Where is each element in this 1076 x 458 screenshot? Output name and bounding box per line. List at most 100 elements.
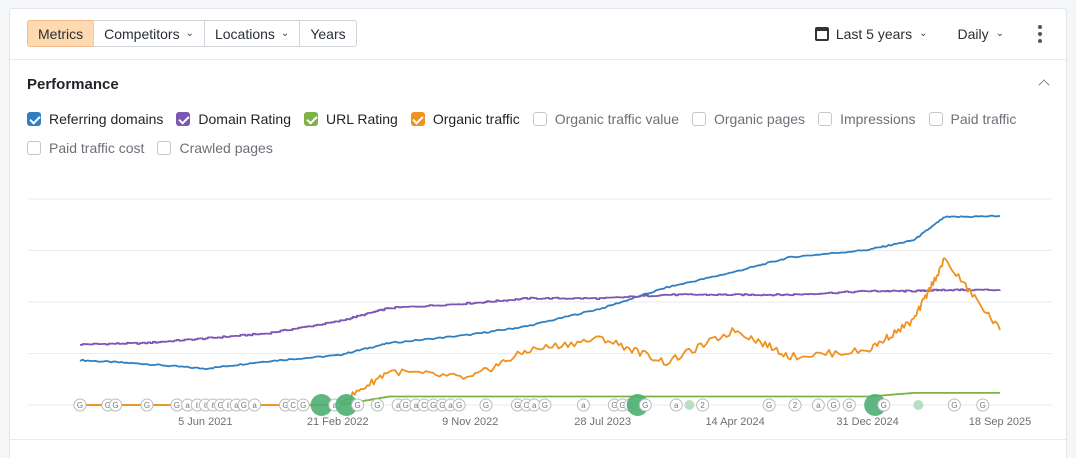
annotation-label: G [514, 401, 520, 410]
annotation-marker [638, 398, 652, 412]
annotation-marker [310, 394, 333, 416]
tab-competitors[interactable]: Competitors ⌄ [93, 20, 205, 47]
granularity-label: Daily [957, 25, 989, 42]
x-tick-label: 18 Sep 2025 [969, 416, 1031, 428]
legend-item-url-rating[interactable]: URL Rating [304, 111, 398, 127]
metrics-legend: Referring domains Domain Rating URL Rating… [27, 111, 1057, 156]
legend-label: Impressions [840, 111, 916, 127]
annotation-marker [842, 398, 856, 412]
x-tick-label: 9 Nov 2022 [442, 416, 498, 428]
annotation-label: G [642, 401, 648, 410]
legend-label: Crawled pages [179, 140, 273, 156]
annotation-label: G [77, 401, 83, 410]
legend-label: Organic traffic [432, 111, 520, 127]
annotation-label: a [448, 401, 453, 410]
annotation-marker [947, 398, 961, 412]
annotation-label: a [816, 401, 821, 410]
legend-checkbox[interactable] [157, 141, 172, 155]
annotation-label: G [430, 401, 436, 410]
series-line-domain-rating [80, 288, 1001, 346]
annotation-label: G [300, 401, 306, 410]
legend-item-crawled-pages[interactable]: Crawled pages [157, 140, 273, 156]
legend-item-organic-traffic-value[interactable]: Organic traffic value [532, 111, 679, 127]
calendar-icon [814, 26, 829, 41]
annotation-label: a [581, 401, 586, 410]
annotation-marker [335, 394, 358, 416]
tab-label: Locations [214, 25, 275, 42]
annotation-label: a [674, 401, 679, 410]
tab-years[interactable]: Years [299, 20, 357, 47]
legend-label: Domain Rating [198, 111, 291, 127]
legend-checkbox[interactable] [304, 112, 318, 126]
legend-checkbox[interactable] [27, 141, 41, 155]
annotation-marker [811, 398, 825, 412]
tab-label: Years [310, 25, 346, 42]
legend-item-organic-pages[interactable]: Organic pages [692, 111, 805, 127]
annotation-marker [370, 398, 384, 412]
legend-item-organic-traffic[interactable]: Organic traffic [410, 111, 520, 127]
legend-label: URL Rating [326, 111, 398, 127]
annotation-label: G [951, 401, 957, 410]
x-tick-label: 31 Dec 2024 [836, 416, 898, 428]
header-divider [10, 59, 1066, 60]
annotation-label: G [217, 401, 223, 410]
annotation-label: a [252, 401, 257, 410]
section-title: Performance [27, 76, 119, 93]
annotation-marker [576, 398, 590, 412]
legend-checkbox[interactable] [692, 112, 706, 126]
annotation-marker [913, 400, 924, 410]
annotation-label: G [456, 401, 462, 410]
granularity-select[interactable]: Daily ⌄ [957, 26, 1004, 42]
annotation-label: G [374, 401, 380, 410]
annotation-label: ℓ [211, 401, 215, 410]
right-toolbar: Last 5 years ⌄ Daily ⌄ [814, 20, 1046, 47]
annotation-label: G [144, 401, 150, 410]
chevron-down-icon: ⌄ [995, 28, 1004, 39]
legend-checkbox[interactable] [176, 112, 191, 126]
annotation-label: C [524, 401, 530, 410]
annotation-label: a [234, 401, 239, 410]
tab-label: Competitors [104, 25, 180, 42]
annotation-label: G [403, 401, 409, 410]
annotation-marker [538, 398, 552, 412]
annotation-label: G [174, 401, 180, 410]
legend-item-paid-traffic[interactable]: Paid traffic [928, 111, 1017, 127]
annotation-marker [762, 398, 776, 412]
annotation-marker [248, 398, 262, 412]
annotation-label: 2 [700, 401, 705, 410]
annotation-label: a [333, 401, 338, 410]
legend-checkbox[interactable] [818, 112, 833, 126]
series-line-referring-domains [79, 214, 1001, 371]
annotation-label: G [611, 401, 617, 410]
legend-label: Paid traffic [950, 111, 1017, 127]
legend-item-paid-traffic-cost[interactable]: Paid traffic cost [27, 140, 144, 156]
annotation-label: ℓ [195, 401, 199, 410]
tab-locations[interactable]: Locations ⌄ [203, 20, 301, 47]
legend-item-impressions[interactable]: Impressions [818, 111, 916, 127]
annotation-label: G [881, 401, 887, 410]
collapse-chevron-icon[interactable] [1038, 77, 1050, 89]
tab-metrics[interactable]: Metrics [27, 20, 95, 47]
legend-item-referring-domains[interactable]: Referring domains [27, 111, 163, 127]
legend-checkbox[interactable] [27, 112, 41, 126]
legend-label: Paid traffic cost [49, 140, 145, 156]
annotation-marker [296, 398, 310, 412]
more-options-icon[interactable] [1034, 24, 1046, 43]
legend-label: Organic traffic value [554, 111, 679, 127]
legend-checkbox[interactable] [928, 112, 943, 126]
chevron-down-icon: ⌄ [185, 28, 194, 39]
annotation-label: C [290, 401, 296, 410]
annotation-label: C [421, 401, 427, 410]
x-tick-label: 5 Jun 2021 [178, 416, 232, 428]
legend-checkbox[interactable] [532, 112, 547, 126]
annotation-marker [696, 398, 710, 412]
legend-item-domain-rating[interactable]: Domain Rating [176, 111, 291, 127]
annotation-label: G [619, 401, 625, 410]
annotation-marker [827, 398, 841, 412]
performance-panel: Metrics Competitors ⌄ Locations ⌄ Years Last … [9, 8, 1067, 458]
date-range-label: Last 5 years [835, 25, 913, 42]
annotation-marker [479, 398, 493, 412]
date-range-select[interactable]: Last 5 years ⌄ [814, 25, 927, 42]
legend-checkbox[interactable] [410, 112, 425, 126]
chart-bottom-divider [10, 439, 1066, 440]
